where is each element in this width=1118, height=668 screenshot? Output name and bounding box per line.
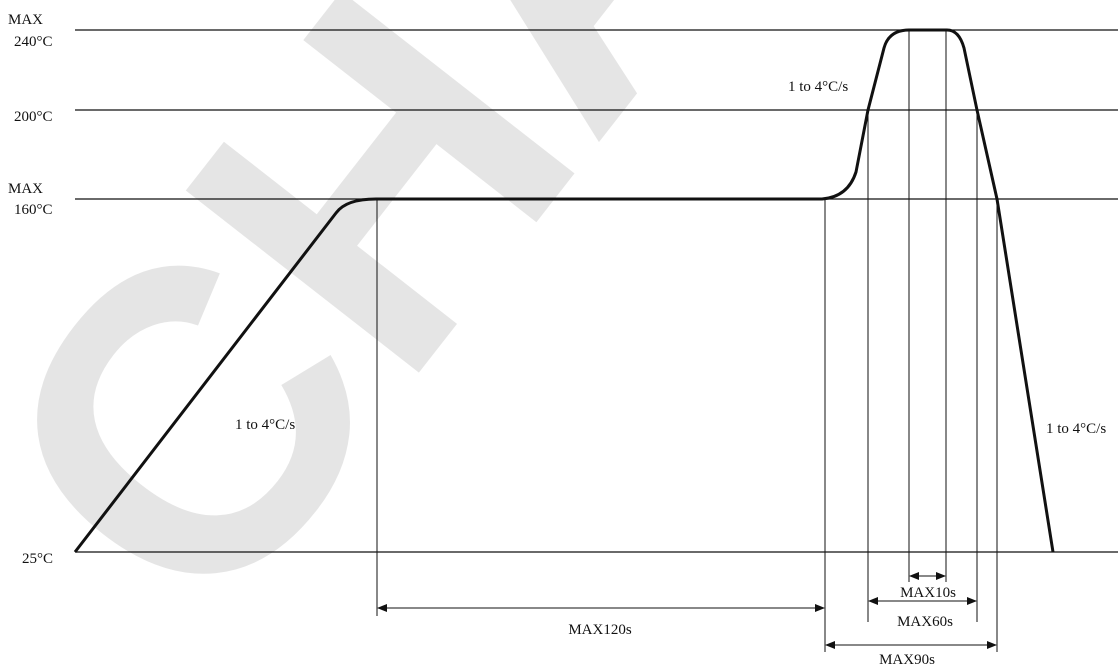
label-200c: 200°C <box>14 109 53 125</box>
label-25c: 25°C <box>22 551 53 567</box>
temperature-profile-curve <box>73 28 1055 553</box>
time-markers <box>376 30 998 652</box>
label-above-160-duration: MAX90s <box>879 652 935 668</box>
rate-cool-down: 1 to 4°C/s <box>1046 421 1106 437</box>
label-160c: 160°C <box>14 202 53 218</box>
label-max-160: MAX <box>8 181 43 197</box>
label-max-240: MAX <box>8 12 43 28</box>
label-peak-duration: MAX10s <box>900 585 956 601</box>
rate-ramp-up: 1 to 4°C/s <box>235 417 295 433</box>
label-240c: 240°C <box>14 34 53 50</box>
label-above-200-duration: MAX60s <box>897 614 953 630</box>
rate-ramp-to-peak: 1 to 4°C/s <box>788 79 848 95</box>
label-soak-duration: MAX120s <box>568 622 632 638</box>
dimension-arrows <box>377 572 997 649</box>
